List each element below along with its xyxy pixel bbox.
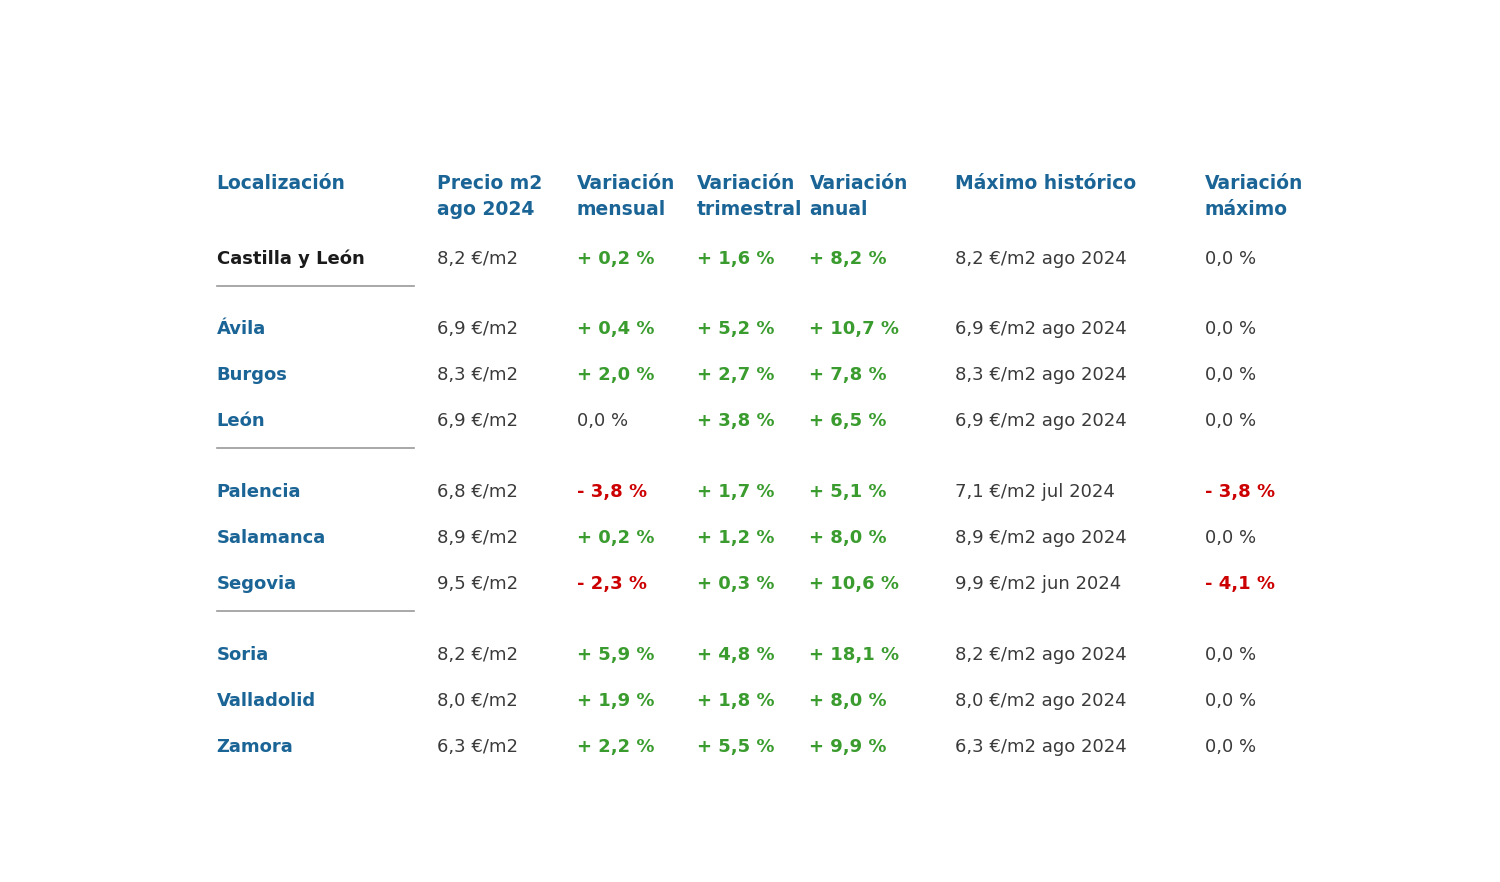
Text: 6,3 €/m2 ago 2024: 6,3 €/m2 ago 2024 <box>954 738 1126 756</box>
Text: + 0,2 %: + 0,2 % <box>578 529 654 547</box>
Text: Ávila: Ávila <box>216 319 266 338</box>
Text: - 2,3 %: - 2,3 % <box>578 575 646 593</box>
Text: + 1,7 %: + 1,7 % <box>696 482 774 501</box>
Text: - 3,8 %: - 3,8 % <box>578 482 646 501</box>
Text: Variación
trimestral: Variación trimestral <box>696 174 802 219</box>
Text: Zamora: Zamora <box>216 738 294 756</box>
Text: + 18,1 %: + 18,1 % <box>810 646 900 663</box>
Text: 8,2 €/m2 ago 2024: 8,2 €/m2 ago 2024 <box>954 646 1126 663</box>
Text: 0,0 %: 0,0 % <box>578 412 628 430</box>
Text: 0,0 %: 0,0 % <box>1204 250 1255 267</box>
Text: 6,3 €/m2: 6,3 €/m2 <box>438 738 519 756</box>
Text: 6,9 €/m2 ago 2024: 6,9 €/m2 ago 2024 <box>954 412 1126 430</box>
Text: + 5,5 %: + 5,5 % <box>696 738 774 756</box>
Text: + 5,2 %: + 5,2 % <box>696 319 774 338</box>
Text: Soria: Soria <box>216 646 268 663</box>
Text: 0,0 %: 0,0 % <box>1204 319 1255 338</box>
Text: 8,0 €/m2: 8,0 €/m2 <box>438 691 518 710</box>
Text: Castilla y León: Castilla y León <box>216 250 364 268</box>
Text: + 2,7 %: + 2,7 % <box>696 366 774 384</box>
Text: 8,9 €/m2: 8,9 €/m2 <box>438 529 519 547</box>
Text: 6,8 €/m2: 6,8 €/m2 <box>438 482 519 501</box>
Text: Variación
anual: Variación anual <box>810 174 907 219</box>
Text: + 10,7 %: + 10,7 % <box>810 319 900 338</box>
Text: + 1,9 %: + 1,9 % <box>578 691 654 710</box>
Text: + 7,8 %: + 7,8 % <box>810 366 886 384</box>
Text: Valladolid: Valladolid <box>216 691 315 710</box>
Text: 0,0 %: 0,0 % <box>1204 646 1255 663</box>
Text: + 8,0 %: + 8,0 % <box>810 691 886 710</box>
Text: 0,0 %: 0,0 % <box>1204 366 1255 384</box>
Text: + 10,6 %: + 10,6 % <box>810 575 900 593</box>
Text: Salamanca: Salamanca <box>216 529 326 547</box>
Text: + 6,5 %: + 6,5 % <box>810 412 886 430</box>
Text: 6,9 €/m2: 6,9 €/m2 <box>438 412 519 430</box>
Text: + 4,8 %: + 4,8 % <box>696 646 774 663</box>
Text: - 4,1 %: - 4,1 % <box>1204 575 1275 593</box>
Text: 8,2 €/m2 ago 2024: 8,2 €/m2 ago 2024 <box>954 250 1126 267</box>
Text: 8,9 €/m2 ago 2024: 8,9 €/m2 ago 2024 <box>954 529 1126 547</box>
Text: + 9,9 %: + 9,9 % <box>810 738 886 756</box>
Text: + 1,2 %: + 1,2 % <box>696 529 774 547</box>
Text: Burgos: Burgos <box>216 366 288 384</box>
Text: Máximo histórico: Máximo histórico <box>954 174 1136 193</box>
Text: 0,0 %: 0,0 % <box>1204 738 1255 756</box>
Text: + 8,0 %: + 8,0 % <box>810 529 886 547</box>
Text: 8,2 €/m2: 8,2 €/m2 <box>438 250 519 267</box>
Text: - 3,8 %: - 3,8 % <box>1204 482 1275 501</box>
Text: Variación
máximo: Variación máximo <box>1204 174 1304 219</box>
Text: 0,0 %: 0,0 % <box>1204 529 1255 547</box>
Text: León: León <box>216 412 266 430</box>
Text: 7,1 €/m2 jul 2024: 7,1 €/m2 jul 2024 <box>954 482 1114 501</box>
Text: 8,3 €/m2: 8,3 €/m2 <box>438 366 519 384</box>
Text: Segovia: Segovia <box>216 575 297 593</box>
Text: 8,3 €/m2 ago 2024: 8,3 €/m2 ago 2024 <box>954 366 1126 384</box>
Text: + 5,1 %: + 5,1 % <box>810 482 886 501</box>
Text: + 8,2 %: + 8,2 % <box>810 250 886 267</box>
Text: 9,5 €/m2: 9,5 €/m2 <box>438 575 519 593</box>
Text: Palencia: Palencia <box>216 482 302 501</box>
Text: 0,0 %: 0,0 % <box>1204 691 1255 710</box>
Text: + 2,2 %: + 2,2 % <box>578 738 654 756</box>
Text: + 1,8 %: + 1,8 % <box>696 691 774 710</box>
Text: + 1,6 %: + 1,6 % <box>696 250 774 267</box>
Text: Precio m2
ago 2024: Precio m2 ago 2024 <box>438 174 543 219</box>
Text: + 2,0 %: + 2,0 % <box>578 366 654 384</box>
Text: 9,9 €/m2 jun 2024: 9,9 €/m2 jun 2024 <box>954 575 1120 593</box>
Text: 8,0 €/m2 ago 2024: 8,0 €/m2 ago 2024 <box>954 691 1126 710</box>
Text: 0,0 %: 0,0 % <box>1204 412 1255 430</box>
Text: 6,9 €/m2 ago 2024: 6,9 €/m2 ago 2024 <box>954 319 1126 338</box>
Text: + 0,4 %: + 0,4 % <box>578 319 654 338</box>
Text: 6,9 €/m2: 6,9 €/m2 <box>438 319 519 338</box>
Text: + 0,2 %: + 0,2 % <box>578 250 654 267</box>
Text: + 0,3 %: + 0,3 % <box>696 575 774 593</box>
Text: Variación
mensual: Variación mensual <box>578 174 675 219</box>
Text: + 5,9 %: + 5,9 % <box>578 646 654 663</box>
Text: + 3,8 %: + 3,8 % <box>696 412 774 430</box>
Text: Localización: Localización <box>216 174 345 193</box>
Text: 8,2 €/m2: 8,2 €/m2 <box>438 646 519 663</box>
